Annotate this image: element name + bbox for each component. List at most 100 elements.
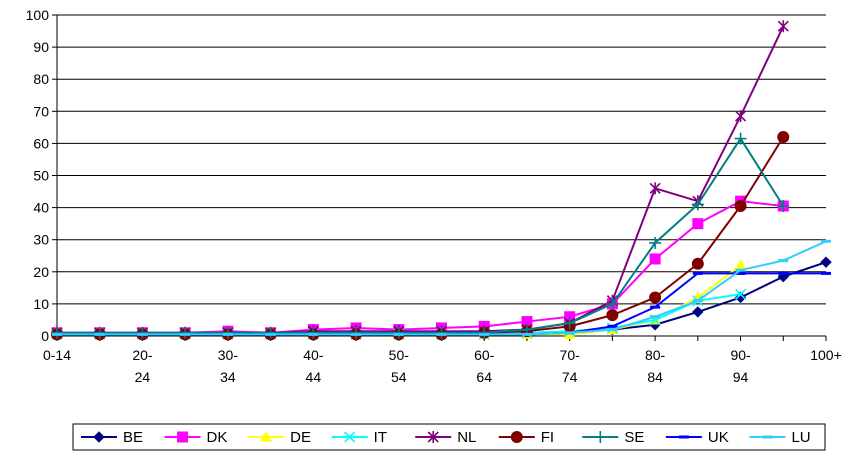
data-point [478, 326, 491, 339]
data-point [392, 326, 405, 339]
data-point [136, 326, 149, 339]
data-point [564, 331, 575, 335]
y-tick-label: 0 [41, 328, 49, 344]
data-point [52, 332, 62, 336]
data-point [510, 431, 523, 443]
data-point [177, 431, 189, 443]
data-point [179, 326, 192, 339]
data-point [606, 309, 619, 322]
data-point [734, 259, 747, 270]
y-tick-label: 30 [33, 232, 49, 248]
data-point [180, 332, 191, 336]
y-tick-label: 20 [33, 264, 49, 280]
x-axis-ticks: 0-14 20- 24 30- 34 40- 44 50- 54 60- 64 70- 74 80- 84 9… [43, 336, 842, 385]
data-point [344, 431, 356, 443]
data-point [650, 315, 661, 319]
data-point [594, 431, 607, 443]
data-point [691, 257, 704, 270]
x-tick-label: 84 [647, 369, 663, 385]
data-point [350, 326, 363, 339]
data-point [607, 324, 618, 328]
series-line [57, 137, 785, 334]
legend-item-lu: LU [749, 429, 811, 446]
data-point [51, 326, 63, 339]
data-point [762, 435, 773, 439]
data-point [820, 256, 832, 268]
x-tick-label: 54 [391, 369, 407, 385]
x-tick-label: 74 [562, 369, 578, 385]
legend-label: NL [457, 429, 476, 446]
series-group [51, 20, 832, 341]
data-point [260, 430, 272, 442]
data-point [94, 332, 105, 336]
data-point [137, 332, 148, 336]
legend-label: BE [123, 429, 143, 446]
legend-label: DE [290, 429, 311, 446]
y-axis-ticks: 0 10 20 30 40 50 60 70 80 90 100 [26, 7, 57, 344]
data-point [778, 259, 789, 263]
series-line [57, 25, 785, 334]
legend-label: FI [541, 429, 554, 446]
data-point [265, 332, 276, 336]
data-point [649, 291, 662, 304]
data-point [393, 332, 404, 336]
legend-item-be: BE [81, 429, 143, 446]
data-point [221, 326, 234, 339]
data-point [307, 326, 320, 339]
series-lu [52, 239, 831, 336]
x-tick-label: 64 [476, 369, 492, 385]
data-point [222, 332, 233, 336]
legend-item-de: DE [248, 429, 311, 446]
data-point [649, 236, 662, 249]
data-point [351, 332, 362, 336]
x-tick-label: 100+ [810, 347, 842, 363]
data-point [650, 305, 661, 309]
data-point [649, 253, 661, 265]
x-tick-label: 40- [303, 347, 324, 363]
legend-label: DK [207, 429, 228, 446]
legend-item-fi: FI [498, 429, 554, 446]
legend-label: UK [708, 429, 729, 446]
data-point [692, 271, 703, 275]
y-tick-label: 40 [33, 200, 49, 216]
legend: BE DK DE IT NL FI SE UK LU [72, 423, 826, 451]
x-tick-label: 0-14 [43, 347, 71, 363]
data-point [734, 288, 747, 300]
data-point [777, 199, 790, 212]
grid-lines [57, 14, 826, 305]
legend-item-dk: DK [164, 429, 228, 446]
data-point [735, 271, 746, 275]
x-tick-label: 24 [135, 369, 151, 385]
data-point [734, 199, 747, 212]
data-point [777, 130, 790, 143]
data-point [606, 297, 619, 310]
x-tick-label: 50- [389, 347, 410, 363]
series-dk [51, 195, 789, 339]
x-tick-label: 20- [132, 347, 153, 363]
data-point [821, 271, 831, 275]
y-tick-label: 100 [26, 7, 50, 23]
y-tick-label: 50 [33, 168, 49, 184]
y-tick-label: 10 [33, 296, 49, 312]
data-point [692, 218, 704, 230]
legend-item-it: IT [331, 429, 387, 446]
x-tick-label: 94 [733, 369, 749, 385]
legend-item-uk: UK [665, 429, 729, 446]
data-point [649, 182, 661, 195]
data-point [93, 326, 106, 339]
y-tick-label: 90 [33, 39, 49, 55]
legend-label: SE [624, 429, 644, 446]
x-tick-label: 70- [560, 347, 581, 363]
y-tick-label: 70 [33, 103, 49, 119]
data-point [692, 299, 703, 303]
x-tick-label: 30- [218, 347, 239, 363]
data-point [734, 132, 747, 145]
x-tick-label: 90- [730, 347, 751, 363]
x-tick-label: 34 [220, 369, 236, 385]
x-tick-label: 44 [306, 369, 322, 385]
series-se [51, 132, 790, 339]
data-point [735, 268, 746, 272]
data-point [93, 431, 105, 443]
data-point [821, 239, 831, 243]
